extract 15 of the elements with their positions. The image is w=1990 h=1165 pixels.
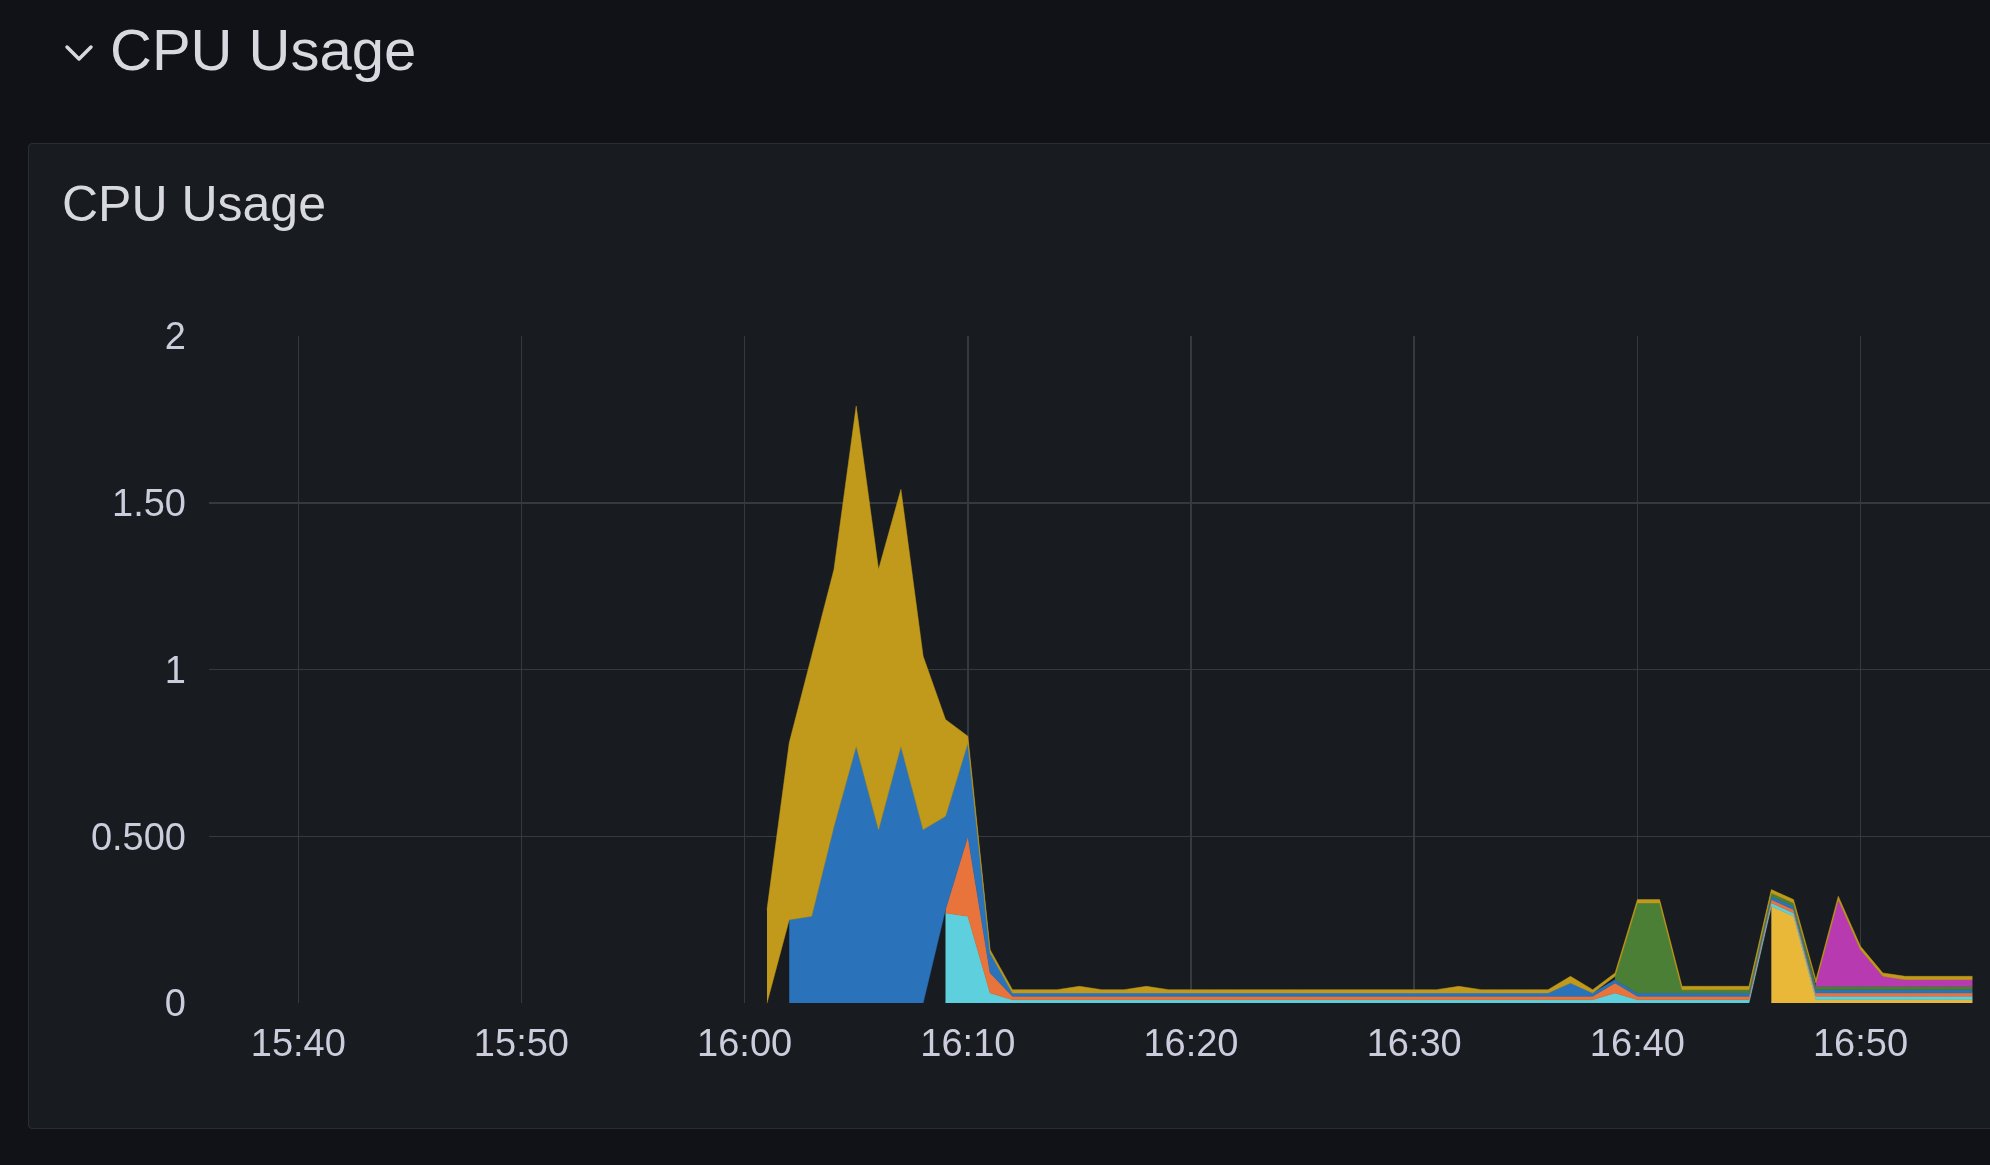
chart-subtitle: CPU Usage [62, 175, 326, 234]
y-tick-label: 0 [164, 982, 186, 1025]
x-tick-label: 16:00 [697, 1022, 793, 1064]
x-tick-label: 16:20 [1143, 1022, 1239, 1064]
x-tick-label: 15:40 [250, 1022, 346, 1064]
y-tick-label: 1.50 [112, 482, 186, 525]
x-tick-label: 16:30 [1366, 1022, 1462, 1064]
x-tick-label: 15:50 [473, 1022, 569, 1064]
y-tick-label: 0.500 [90, 815, 186, 858]
chart-title: CPU Usage [110, 16, 417, 84]
x-tick-label: 16:40 [1589, 1022, 1685, 1064]
y-tick-label: 1 [164, 648, 186, 691]
x-tick-label: 16:50 [1812, 1022, 1909, 1064]
x-tick-label: 16:10 [920, 1022, 1016, 1064]
y-tick-label: 2 [164, 315, 186, 358]
